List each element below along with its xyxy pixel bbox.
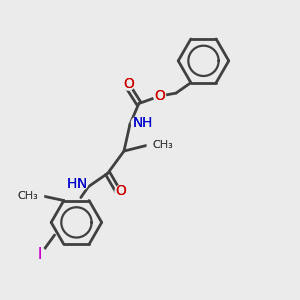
Circle shape [26,187,44,205]
Text: N: N [132,116,142,130]
Text: CH₃: CH₃ [152,140,173,150]
Circle shape [154,90,166,102]
Text: O: O [154,89,165,103]
Text: O: O [154,89,165,103]
Text: H: H [142,116,152,130]
Text: N: N [132,116,142,130]
Text: I: I [38,247,42,262]
Text: CH₃: CH₃ [18,191,38,201]
Text: O: O [116,184,127,198]
Circle shape [115,185,127,197]
Text: O: O [123,77,134,91]
Text: O: O [123,77,134,91]
Text: O: O [116,184,127,198]
Text: H: H [67,177,77,191]
Text: H: H [142,116,152,130]
Circle shape [76,178,88,190]
Text: N: N [76,177,87,191]
Text: I: I [38,247,42,262]
Circle shape [147,136,165,154]
Text: N: N [76,177,87,191]
Circle shape [33,248,46,261]
Text: CH₃: CH₃ [152,140,173,150]
Text: CH₃: CH₃ [18,191,38,201]
Circle shape [131,117,143,129]
Circle shape [122,78,134,90]
Text: H: H [67,177,77,191]
